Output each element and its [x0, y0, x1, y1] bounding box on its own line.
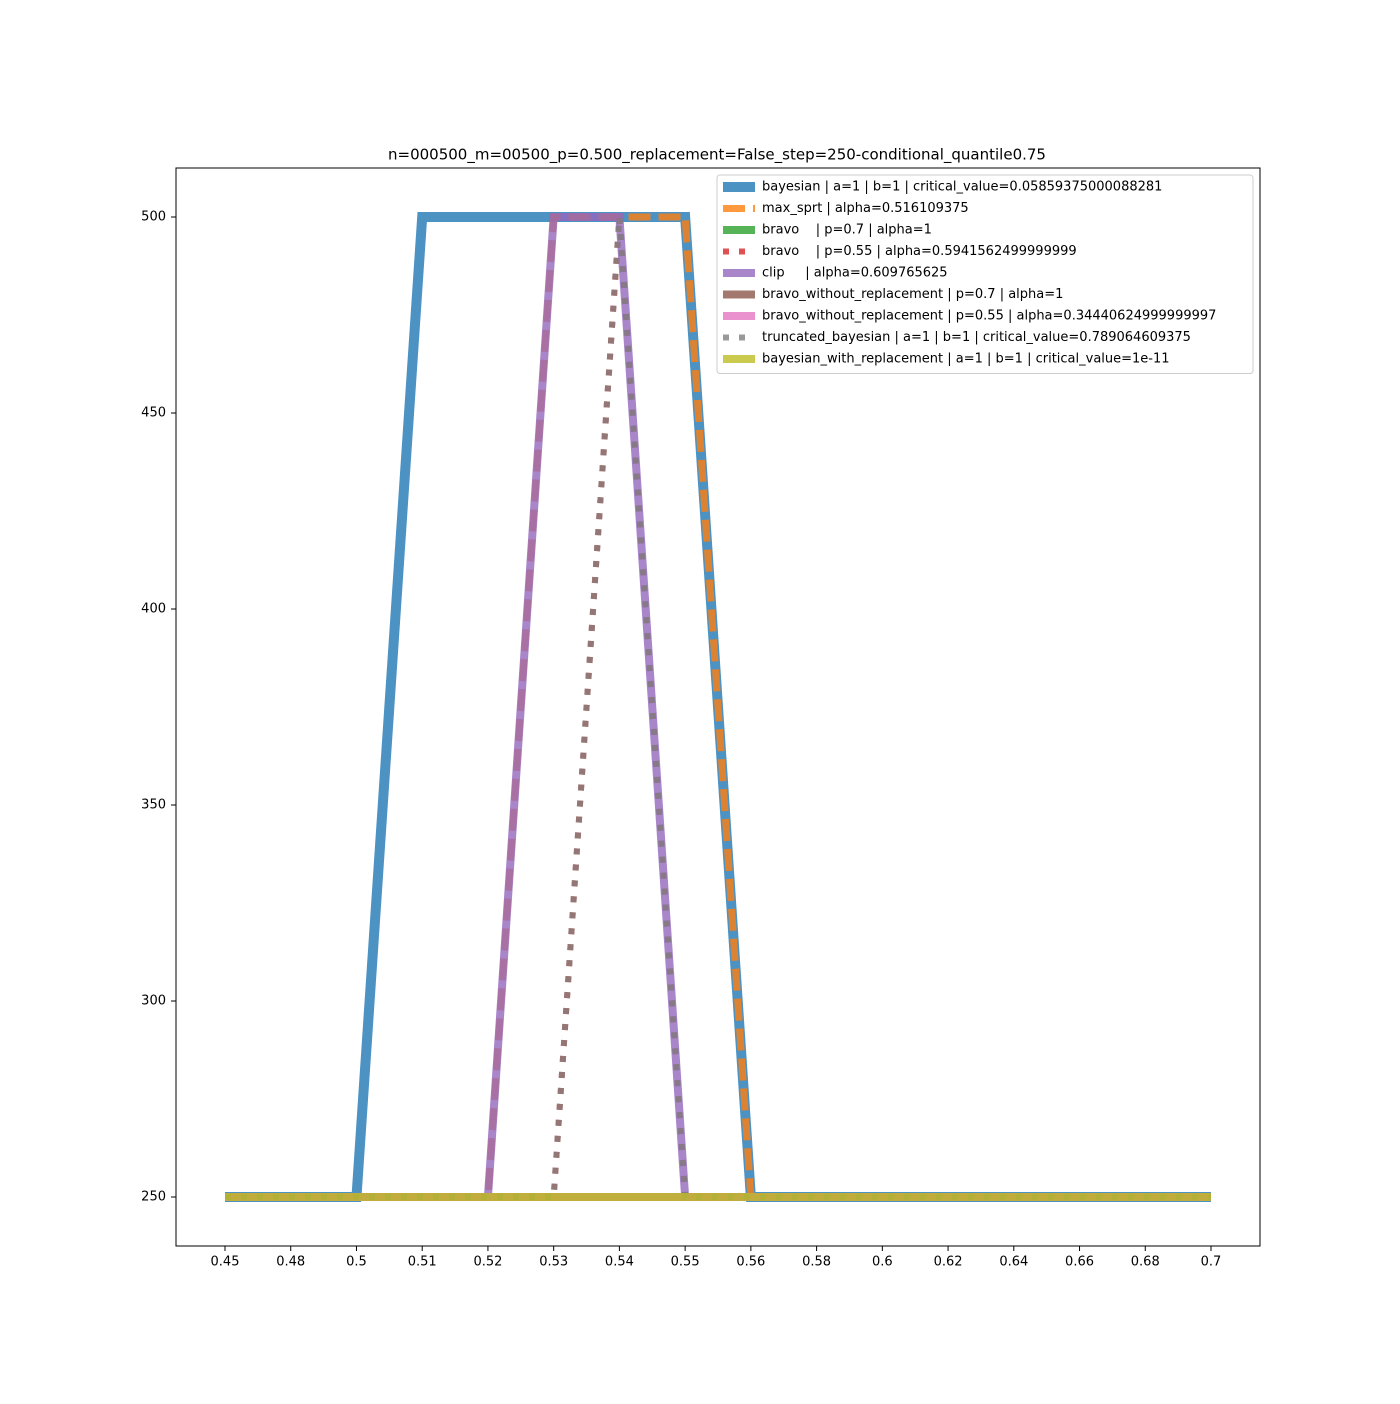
- legend-label: bravo | p=0.55 | alpha=0.594156249999999…: [762, 244, 1077, 259]
- y-tick-label: 400: [141, 602, 166, 617]
- x-tick-label: 0.66: [1065, 1255, 1094, 1270]
- chart-title: n=000500_m=00500_p=0.500_replacement=Fal…: [388, 146, 1046, 165]
- legend-label: bravo_without_replacement | p=0.7 | alph…: [762, 287, 1063, 302]
- legend-label: max_sprt | alpha=0.516109375: [762, 201, 969, 216]
- x-tick-label: 0.64: [999, 1255, 1028, 1270]
- legend-label: truncated_bayesian | a=1 | b=1 | critica…: [762, 330, 1191, 345]
- x-tick-label: 0.45: [211, 1255, 240, 1270]
- x-tick-label: 0.68: [1131, 1255, 1160, 1270]
- y-tick-label: 500: [141, 210, 166, 225]
- x-tick-label: 0.55: [671, 1255, 700, 1270]
- x-tick-label: 0.48: [276, 1255, 305, 1270]
- y-tick-label: 450: [141, 406, 166, 421]
- plot-frame: [175, 167, 1261, 1247]
- legend-label: bayesian_with_replacement | a=1 | b=1 | …: [762, 352, 1170, 367]
- y-tick-label: 250: [141, 1190, 166, 1205]
- x-tick-label: 0.62: [934, 1255, 963, 1270]
- x-tick-label: 0.52: [473, 1255, 502, 1270]
- legend-label: bravo_without_replacement | p=0.55 | alp…: [762, 309, 1216, 324]
- x-tick-label: 0.5: [346, 1255, 367, 1270]
- x-tick-label: 0.6: [872, 1255, 893, 1270]
- legend-box: [716, 174, 1254, 374]
- y-tick-label: 350: [141, 798, 166, 813]
- legend: bayesian | a=1 | b=1 | critical_value=0.…: [716, 174, 1254, 374]
- x-tick-label: 0.7: [1201, 1255, 1222, 1270]
- x-tick-label: 0.51: [408, 1255, 437, 1270]
- x-tick-label: 0.58: [802, 1255, 831, 1270]
- legend-label: bravo | p=0.7 | alpha=1: [762, 223, 932, 238]
- x-tick-label: 0.54: [605, 1255, 634, 1270]
- y-tick-label: 300: [141, 994, 166, 1009]
- legend-label: clip | alpha=0.609765625: [762, 266, 948, 281]
- legend-label: bayesian | a=1 | b=1 | critical_value=0.…: [762, 180, 1162, 195]
- x-tick-label: 0.56: [736, 1255, 765, 1270]
- x-tick-label: 0.53: [539, 1255, 568, 1270]
